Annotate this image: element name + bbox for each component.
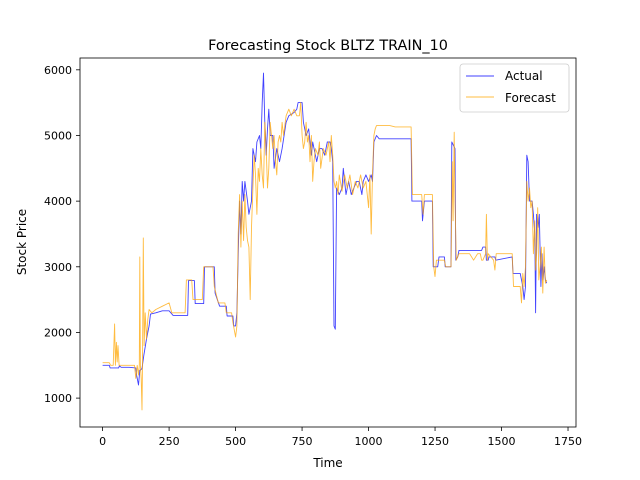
x-tick-label: 750 <box>292 435 313 448</box>
y-axis-ticks: 1000 2000 3000 4000 5000 6000 <box>44 64 80 405</box>
x-tick-label: 1750 <box>554 435 582 448</box>
y-tick-label: 5000 <box>44 129 72 142</box>
x-tick-label: 250 <box>159 435 180 448</box>
axes-frame <box>79 57 577 428</box>
y-tick-label: 4000 <box>44 195 72 208</box>
x-tick-label: 500 <box>225 435 246 448</box>
legend-label-actual: Actual <box>505 69 543 83</box>
plot-area <box>79 57 577 428</box>
legend: Actual Forecast <box>459 63 570 113</box>
y-tick-label: 1000 <box>44 392 72 405</box>
series-layer <box>102 72 548 411</box>
y-tick-label: 6000 <box>44 64 72 77</box>
y-axis-label: Stock Price <box>15 209 29 275</box>
x-tick-label: 1250 <box>421 435 449 448</box>
x-axis-label: Time <box>312 456 342 470</box>
x-tick-label: 0 <box>99 435 106 448</box>
x-axis-ticks: 0 250 500 750 1000 1250 1500 1750 <box>99 427 582 448</box>
y-tick-label: 3000 <box>44 261 72 274</box>
x-tick-label: 1000 <box>355 435 383 448</box>
chart-title: Forecasting Stock BLTZ TRAIN_10 <box>208 38 448 54</box>
y-tick-label: 2000 <box>44 326 72 339</box>
series-line-forecast <box>102 102 548 411</box>
legend-label-forecast: Forecast <box>505 91 556 105</box>
x-tick-label: 1500 <box>488 435 516 448</box>
